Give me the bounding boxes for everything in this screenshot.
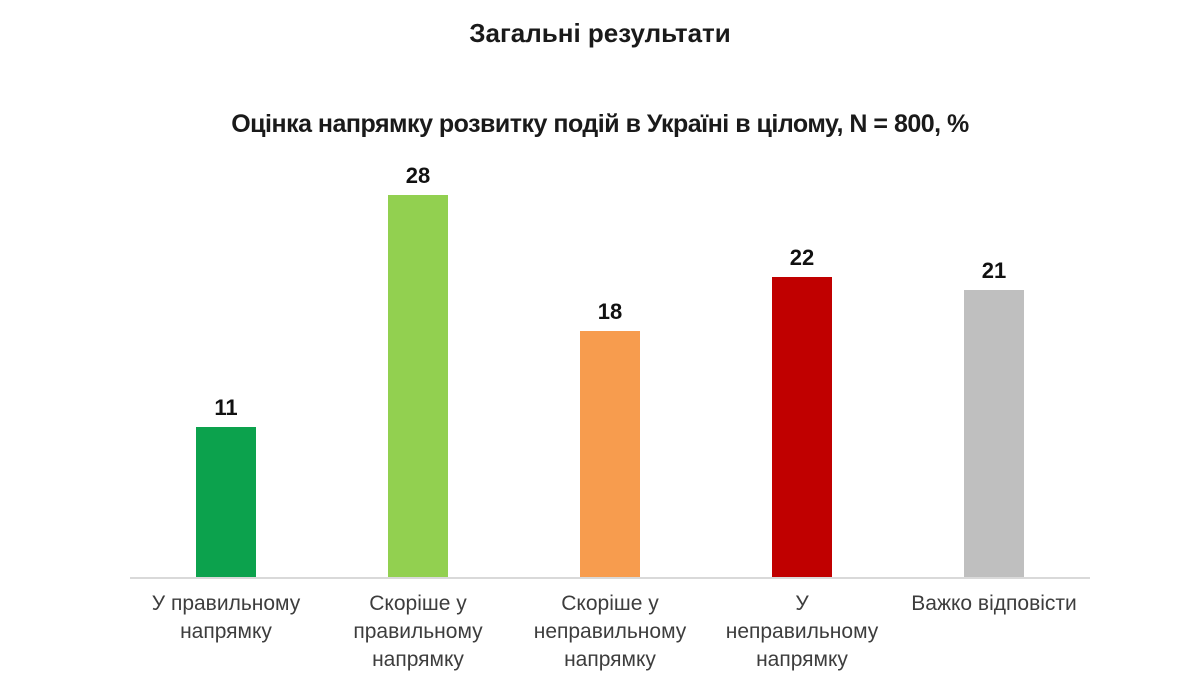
bar-group: 18 bbox=[514, 127, 706, 577]
bar-value-label: 21 bbox=[981, 258, 1007, 283]
bar bbox=[196, 427, 256, 577]
category-label-line: Скоріше у bbox=[369, 592, 467, 615]
bar-value-label: 11 bbox=[214, 395, 238, 420]
category-label: Важко відповісти bbox=[898, 590, 1090, 674]
category-label-line: правильному bbox=[353, 620, 483, 643]
category-label-line: У правильному bbox=[151, 592, 301, 615]
bar bbox=[964, 290, 1024, 577]
category-label: Скоріше у неправильному напрямку bbox=[514, 590, 706, 674]
bar-value-label: 22 bbox=[789, 245, 815, 270]
bar-value-label: 28 bbox=[405, 163, 431, 188]
category-label: Скоріше у правильному напрямку bbox=[322, 590, 514, 674]
category-label-line: неправильному bbox=[533, 620, 687, 643]
bar-group: 28 bbox=[322, 127, 514, 577]
x-axis-line bbox=[130, 577, 1090, 579]
bars-container: 11 28 18 22 21 bbox=[130, 127, 1090, 577]
category-label-line: напрямку bbox=[564, 648, 656, 671]
category-label-line: напрямку bbox=[180, 620, 272, 643]
bar bbox=[772, 277, 832, 577]
chart-subtitle: Оцінка напрямку розвитку подій в Україні… bbox=[231, 110, 969, 138]
category-label-line: Скоріше у bbox=[561, 592, 659, 615]
plot-area: 11 28 18 22 21 У правильному напрямку Скоріше … bbox=[130, 0, 1090, 699]
category-label-line: напрямку bbox=[372, 648, 464, 671]
bar bbox=[388, 195, 448, 577]
bar-group: 21 bbox=[898, 127, 1090, 577]
bar bbox=[580, 331, 640, 577]
category-label-line: напрямку bbox=[756, 648, 848, 671]
bar-group: 11 bbox=[130, 127, 322, 577]
chart-title: Загальні результати bbox=[469, 18, 731, 48]
category-label-line: Важко відповісти bbox=[911, 592, 1077, 615]
category-labels: У правильному напрямку Скоріше у правильном… bbox=[130, 590, 1090, 674]
category-label-line: неправильному bbox=[725, 620, 879, 643]
bar-value-label: 18 bbox=[597, 299, 623, 324]
bar-group: 22 bbox=[706, 127, 898, 577]
category-label: У правильному напрямку bbox=[130, 590, 322, 674]
category-label-line: У bbox=[795, 592, 809, 615]
